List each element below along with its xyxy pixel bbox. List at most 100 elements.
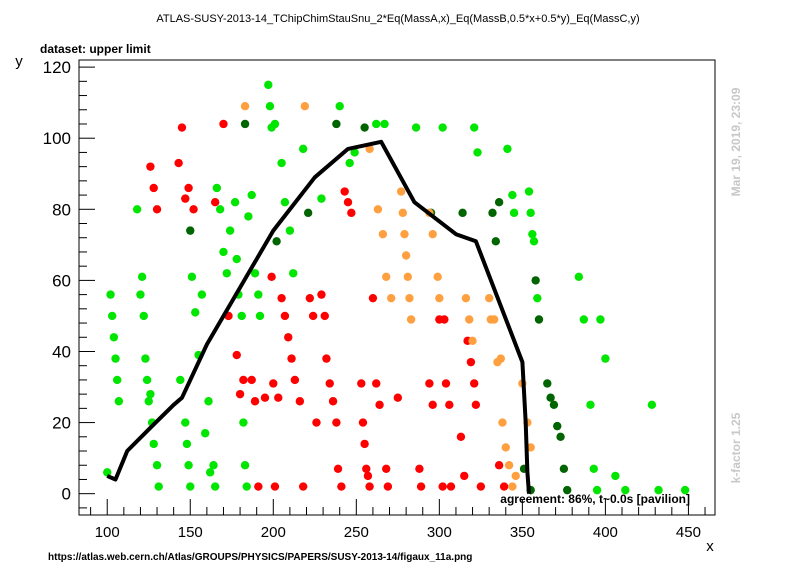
green-point bbox=[509, 208, 519, 218]
green-point bbox=[596, 315, 605, 324]
agreement-annotation: agreement: 86%, t~0.0s [pavilion] bbox=[500, 492, 690, 506]
green-point bbox=[186, 482, 195, 491]
darkgreen-point bbox=[186, 226, 195, 235]
red-point bbox=[287, 354, 296, 363]
green-point bbox=[265, 102, 275, 111]
green-point bbox=[579, 315, 589, 324]
red-point bbox=[375, 400, 384, 410]
red-point bbox=[499, 482, 509, 491]
green-point bbox=[592, 485, 602, 495]
orange-point bbox=[465, 315, 474, 324]
red-point bbox=[470, 379, 479, 388]
green-point bbox=[146, 389, 155, 399]
green-point bbox=[438, 123, 447, 132]
red-point bbox=[441, 379, 451, 388]
red-point bbox=[189, 205, 198, 214]
green-point bbox=[108, 311, 117, 321]
red-point bbox=[445, 400, 454, 410]
green-point bbox=[350, 148, 359, 157]
green-point bbox=[589, 464, 598, 473]
green-point bbox=[197, 290, 207, 299]
y-tick-label: 120 bbox=[43, 58, 71, 77]
darkgreen-point bbox=[549, 400, 559, 410]
red-point bbox=[181, 194, 190, 203]
y-tick-label: 100 bbox=[43, 129, 71, 148]
green-point bbox=[239, 418, 248, 427]
exclusion-line-group bbox=[106, 139, 531, 494]
green-point bbox=[142, 375, 152, 385]
green-point bbox=[411, 123, 421, 132]
red-point bbox=[416, 482, 426, 491]
red-point bbox=[372, 379, 381, 388]
darkgreen-point bbox=[303, 208, 313, 218]
red-point bbox=[277, 293, 286, 303]
x-tick-label: 200 bbox=[261, 524, 286, 541]
green-point bbox=[526, 208, 535, 218]
green-point bbox=[141, 354, 150, 363]
orange-point bbox=[496, 354, 505, 363]
red-point bbox=[239, 375, 248, 385]
x-tick-label: 300 bbox=[427, 524, 452, 541]
green-point bbox=[137, 272, 147, 282]
darkgreen-point bbox=[491, 237, 501, 246]
green-point bbox=[210, 482, 220, 491]
orange-point bbox=[300, 102, 310, 111]
green-point bbox=[139, 311, 148, 321]
red-point bbox=[235, 389, 245, 399]
orange-point bbox=[406, 315, 416, 324]
green-point bbox=[152, 461, 162, 470]
red-point bbox=[337, 482, 346, 491]
red-point bbox=[460, 471, 469, 481]
orange-point bbox=[401, 251, 411, 260]
red-point bbox=[476, 482, 486, 491]
green-point bbox=[209, 461, 218, 470]
red-point bbox=[146, 162, 155, 171]
x-tick-label: 150 bbox=[178, 524, 203, 541]
orange-point bbox=[468, 336, 477, 346]
kfactor-label: k-factor 1.25 bbox=[729, 412, 743, 483]
red-point bbox=[298, 482, 308, 491]
red-point bbox=[210, 197, 220, 207]
green-point bbox=[528, 229, 537, 239]
red-point bbox=[347, 208, 356, 218]
red-point bbox=[425, 379, 434, 388]
darkgreen-point bbox=[559, 464, 569, 473]
green-point bbox=[586, 400, 595, 410]
red-point bbox=[325, 379, 334, 388]
green-point bbox=[372, 119, 381, 129]
darkgreen-point bbox=[534, 315, 544, 324]
red-point bbox=[247, 375, 256, 385]
y-tick-label: 20 bbox=[52, 414, 71, 433]
darkgreen-point bbox=[488, 208, 497, 218]
darkgreen-point bbox=[553, 421, 562, 431]
red-point bbox=[360, 439, 369, 449]
red-point bbox=[290, 375, 300, 385]
green-point bbox=[264, 80, 273, 90]
green-point bbox=[205, 468, 215, 477]
x-tick-label: 450 bbox=[676, 524, 701, 541]
orange-point bbox=[400, 229, 409, 239]
red-point bbox=[415, 464, 424, 473]
green-point bbox=[181, 418, 190, 427]
green-point bbox=[219, 247, 228, 257]
darkgreen-point bbox=[272, 237, 281, 246]
green-point bbox=[232, 254, 241, 264]
red-point bbox=[317, 290, 326, 299]
green-point bbox=[247, 190, 256, 200]
orange-point bbox=[508, 482, 517, 491]
green-point bbox=[240, 461, 250, 470]
green-point bbox=[184, 461, 193, 470]
green-point bbox=[106, 290, 115, 299]
red-point bbox=[440, 315, 449, 324]
green-point bbox=[529, 237, 539, 246]
y-tick-label: 80 bbox=[52, 200, 71, 219]
red-point bbox=[494, 461, 504, 470]
green-point bbox=[335, 102, 344, 111]
red-point bbox=[322, 354, 331, 363]
green-point bbox=[255, 311, 265, 321]
red-point bbox=[343, 197, 353, 207]
green-point bbox=[204, 397, 213, 406]
red-point bbox=[365, 482, 374, 491]
green-point bbox=[533, 293, 542, 303]
